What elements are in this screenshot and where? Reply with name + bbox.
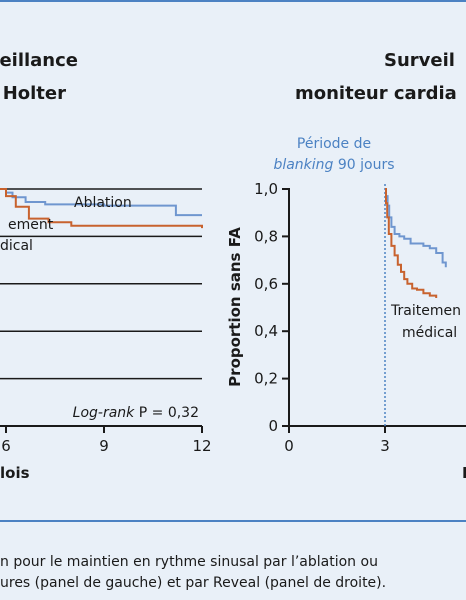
left-title-line-2: Holter [3, 83, 66, 104]
blanking-label-line-1: Période de [297, 136, 371, 152]
left-x-tick-label: 12 [192, 437, 211, 455]
left-x-axis-title: lois [0, 464, 30, 482]
left-x-tick-label: 6 [1, 437, 11, 455]
caption-line-2: ures (panel de gauche) et par Reveal (pa… [0, 575, 386, 591]
right-label-medical-line-1: Traitemen [390, 303, 461, 319]
right-y-axis-title: Proportion sans FA [226, 227, 244, 387]
left-title-line-1: eillance [0, 50, 78, 71]
right-y-tick-label: 0,4 [254, 322, 278, 340]
left-gridlines [0, 188, 202, 380]
right-title-line-1: Surveil [384, 50, 455, 71]
right-x-axis-title: N [462, 464, 466, 482]
blanking-italic: blanking [273, 157, 333, 173]
right-x-tick-label: 0 [284, 437, 294, 455]
left-label-medical-line-1: ement [8, 217, 54, 233]
left-series-medical [0, 188, 203, 229]
logrank-annotation: Log-rank P = 0,32 [73, 405, 199, 421]
right-title-line-2: moniteur cardia [295, 83, 457, 104]
left-panel: eillance Holter 6 9 12 Ablation ement dica… [0, 50, 212, 482]
caption-line-1: n pour le maintien en rythme sinusal par… [0, 554, 378, 570]
right-y-tick-label: 0,6 [254, 275, 278, 293]
right-y-ticks: 0 0,2 0,4 0,6 0,8 1,0 [254, 180, 289, 435]
right-series-ablation [385, 188, 447, 268]
right-y-tick-label: 0,2 [254, 370, 278, 388]
right-panel: Surveil moniteur cardia Période de blank… [226, 50, 466, 482]
left-label-medical-line-2: dical [0, 238, 33, 254]
left-x-tick-label: 9 [99, 437, 109, 455]
blanking-rest: 90 jours [333, 157, 394, 173]
logrank-italic: Log-rank [73, 405, 136, 421]
blanking-label-line-2: blanking 90 jours [273, 157, 394, 173]
right-y-tick-label: 0,8 [254, 227, 278, 245]
right-x-tick-label: 3 [380, 437, 390, 455]
right-y-tick-label: 0 [268, 417, 278, 435]
left-label-ablation: Ablation [74, 195, 132, 211]
right-series-medical [385, 188, 438, 298]
logrank-value: P = 0,32 [134, 405, 199, 421]
right-label-medical-line-2: médical [402, 325, 457, 341]
right-y-tick-label: 1,0 [254, 180, 278, 198]
left-x-ticks: 6 9 12 [1, 426, 212, 455]
